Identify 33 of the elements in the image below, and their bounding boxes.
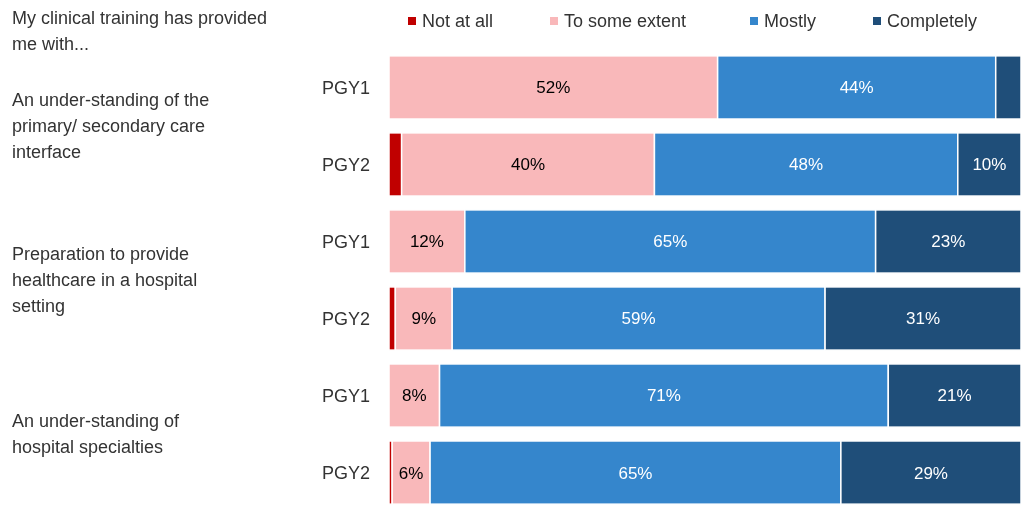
legend-entry: Completely — [873, 11, 978, 32]
data-label: 44% — [839, 78, 874, 98]
y-tick-label: PGY1 — [321, 77, 370, 98]
y-tick-label: PGY2 — [321, 308, 370, 329]
text: My clinical training has provided me with... — [12, 8, 268, 54]
legend-entry: Mostly — [750, 11, 816, 32]
data-label: 71% — [646, 386, 681, 406]
data-label: 29% — [913, 463, 948, 483]
data-label: 23% — [931, 232, 966, 252]
legend-label: Not at all — [422, 11, 494, 32]
data-label: 9% — [411, 309, 437, 329]
data-label: 6% — [398, 463, 424, 483]
data-label: 21% — [937, 386, 972, 406]
data-label: 59% — [621, 309, 656, 329]
data-label: 40% — [511, 155, 546, 175]
data-label: 12% — [409, 232, 444, 252]
data-label: 31% — [906, 309, 941, 329]
y-tick-label: PGY1 — [321, 231, 370, 252]
y-tick-label: PGY2 — [321, 154, 370, 175]
data-label: 48% — [789, 155, 824, 175]
data-label: 10% — [972, 155, 1007, 175]
data-label: 65% — [653, 232, 688, 252]
data-label: 8% — [401, 386, 427, 406]
text: An under-standing of hospital specialties — [12, 411, 181, 458]
data-label: 65% — [618, 463, 653, 483]
text: An under-standing of the primary/ secondary care interface — [12, 90, 210, 163]
data-label: 52% — [536, 78, 571, 98]
legend-entry: To some extent — [550, 11, 687, 32]
y-tick-label: PGY1 — [321, 385, 370, 406]
y-tick-label: PGY2 — [321, 462, 370, 483]
series-label: Mostly — [764, 11, 817, 32]
legend-entry: Not at all — [408, 11, 494, 32]
text: Preparation to provide healthcare in a hospital setting — [12, 244, 198, 317]
